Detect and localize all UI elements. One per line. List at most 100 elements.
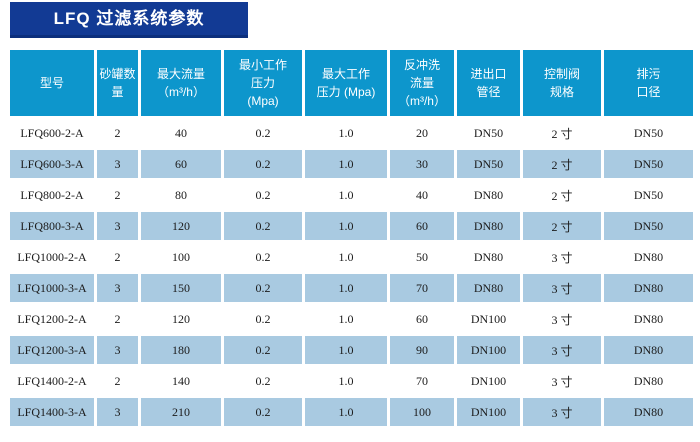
cell-max-work-pressure: 1.0 (305, 119, 387, 147)
column-header-control-valve: 控制阀 规格 (523, 50, 601, 116)
cell-model: LFQ1000-2-A (10, 243, 94, 271)
cell-drain-dia: DN50 (604, 212, 693, 240)
cell-tank-count: 3 (97, 336, 138, 364)
table-row: LFQ1200-2-A 2 120 0.2 1.0 60 DN100 3 寸 DN80 (10, 305, 693, 333)
cell-backwash-flow: 60 (390, 212, 454, 240)
cell-inlet-outlet-dia: DN80 (457, 243, 520, 271)
cell-control-valve: 2 寸 (523, 212, 601, 240)
column-header-min-work-pressure: 最小工作 压力 (Mpa) (224, 50, 302, 116)
cell-inlet-outlet-dia: DN80 (457, 274, 520, 302)
table-row: LFQ800-3-A 3 120 0.2 1.0 60 DN80 2 寸 DN50 (10, 212, 693, 240)
cell-max-flow: 100 (141, 243, 221, 271)
cell-tank-count: 2 (97, 367, 138, 395)
cell-max-flow: 40 (141, 119, 221, 147)
cell-drain-dia: DN50 (604, 119, 693, 147)
cell-model: LFQ800-2-A (10, 181, 94, 209)
cell-max-work-pressure: 1.0 (305, 367, 387, 395)
cell-control-valve: 3 寸 (523, 274, 601, 302)
cell-max-work-pressure: 1.0 (305, 243, 387, 271)
table-row: LFQ800-2-A 2 80 0.2 1.0 40 DN80 2 寸 DN50 (10, 181, 693, 209)
cell-min-work-pressure: 0.2 (224, 274, 302, 302)
cell-control-valve: 3 寸 (523, 367, 601, 395)
cell-max-work-pressure: 1.0 (305, 181, 387, 209)
cell-backwash-flow: 100 (390, 398, 454, 426)
cell-tank-count: 3 (97, 212, 138, 240)
cell-inlet-outlet-dia: DN100 (457, 398, 520, 426)
cell-min-work-pressure: 0.2 (224, 367, 302, 395)
cell-max-work-pressure: 1.0 (305, 274, 387, 302)
column-header-drain-dia: 排污 口径 (604, 50, 693, 116)
cell-model: LFQ600-2-A (10, 119, 94, 147)
cell-min-work-pressure: 0.2 (224, 398, 302, 426)
cell-min-work-pressure: 0.2 (224, 243, 302, 271)
cell-backwash-flow: 60 (390, 305, 454, 333)
cell-control-valve: 2 寸 (523, 150, 601, 178)
cell-min-work-pressure: 0.2 (224, 305, 302, 333)
column-header-backwash-flow: 反冲洗 流量 （m³/h） (390, 50, 454, 116)
cell-min-work-pressure: 0.2 (224, 181, 302, 209)
cell-model: LFQ1200-3-A (10, 336, 94, 364)
column-header-max-flow: 最大流量 （m³/h） (141, 50, 221, 116)
cell-drain-dia: DN50 (604, 181, 693, 209)
cell-max-flow: 210 (141, 398, 221, 426)
cell-tank-count: 2 (97, 181, 138, 209)
column-header-tank-count: 砂罐数量 (97, 50, 138, 116)
cell-control-valve: 2 寸 (523, 181, 601, 209)
cell-min-work-pressure: 0.2 (224, 212, 302, 240)
cell-drain-dia: DN80 (604, 243, 693, 271)
cell-min-work-pressure: 0.2 (224, 150, 302, 178)
table-row: LFQ600-2-A 2 40 0.2 1.0 20 DN50 2 寸 DN50 (10, 119, 693, 147)
cell-backwash-flow: 30 (390, 150, 454, 178)
cell-max-flow: 180 (141, 336, 221, 364)
cell-control-valve: 3 寸 (523, 305, 601, 333)
table-row: LFQ1400-3-A 3 210 0.2 1.0 100 DN100 3 寸 DN80 (10, 398, 693, 426)
cell-backwash-flow: 70 (390, 367, 454, 395)
cell-min-work-pressure: 0.2 (224, 119, 302, 147)
cell-drain-dia: DN80 (604, 305, 693, 333)
cell-model: LFQ1400-2-A (10, 367, 94, 395)
cell-model: LFQ1000-3-A (10, 274, 94, 302)
cell-max-work-pressure: 1.0 (305, 398, 387, 426)
cell-max-flow: 140 (141, 367, 221, 395)
cell-control-valve: 3 寸 (523, 336, 601, 364)
cell-inlet-outlet-dia: DN80 (457, 212, 520, 240)
table-row: LFQ1000-3-A 3 150 0.2 1.0 70 DN80 3 寸 DN80 (10, 274, 693, 302)
cell-drain-dia: DN50 (604, 150, 693, 178)
cell-drain-dia: DN80 (604, 274, 693, 302)
cell-min-work-pressure: 0.2 (224, 336, 302, 364)
page-title: LFQ 过滤系统参数 (10, 2, 248, 38)
cell-tank-count: 2 (97, 243, 138, 271)
cell-control-valve: 3 寸 (523, 243, 601, 271)
cell-backwash-flow: 20 (390, 119, 454, 147)
cell-tank-count: 2 (97, 119, 138, 147)
column-header-model: 型号 (10, 50, 94, 116)
cell-drain-dia: DN80 (604, 336, 693, 364)
cell-inlet-outlet-dia: DN80 (457, 181, 520, 209)
cell-max-flow: 80 (141, 181, 221, 209)
cell-inlet-outlet-dia: DN100 (457, 367, 520, 395)
cell-tank-count: 2 (97, 305, 138, 333)
cell-inlet-outlet-dia: DN50 (457, 119, 520, 147)
table-row: LFQ600-3-A 3 60 0.2 1.0 30 DN50 2 寸 DN50 (10, 150, 693, 178)
table-body: LFQ600-2-A 2 40 0.2 1.0 20 DN50 2 寸 DN50 LFQ600-3… (10, 119, 693, 426)
table-row: LFQ1000-2-A 2 100 0.2 1.0 50 DN80 3 寸 DN80 (10, 243, 693, 271)
cell-max-work-pressure: 1.0 (305, 212, 387, 240)
cell-inlet-outlet-dia: DN100 (457, 305, 520, 333)
spec-table: 型号 砂罐数量最大流量 （m³/h） 最小工作 压力 (Mpa) 最大工作 压力 (Mpa) 反… (7, 47, 696, 429)
cell-max-flow: 150 (141, 274, 221, 302)
cell-max-flow: 120 (141, 305, 221, 333)
cell-max-work-pressure: 1.0 (305, 305, 387, 333)
cell-model: LFQ1400-3-A (10, 398, 94, 426)
cell-model: LFQ800-3-A (10, 212, 94, 240)
cell-backwash-flow: 90 (390, 336, 454, 364)
cell-drain-dia: DN80 (604, 367, 693, 395)
cell-max-work-pressure: 1.0 (305, 336, 387, 364)
cell-drain-dia: DN80 (604, 398, 693, 426)
cell-backwash-flow: 50 (390, 243, 454, 271)
cell-tank-count: 3 (97, 398, 138, 426)
cell-inlet-outlet-dia: DN50 (457, 150, 520, 178)
cell-max-flow: 60 (141, 150, 221, 178)
header-row: 型号 砂罐数量最大流量 （m³/h） 最小工作 压力 (Mpa) 最大工作 压力 (Mpa) 反… (10, 50, 693, 116)
cell-model: LFQ1200-2-A (10, 305, 94, 333)
column-header-inlet-outlet-dia: 进出口 管径 (457, 50, 520, 116)
